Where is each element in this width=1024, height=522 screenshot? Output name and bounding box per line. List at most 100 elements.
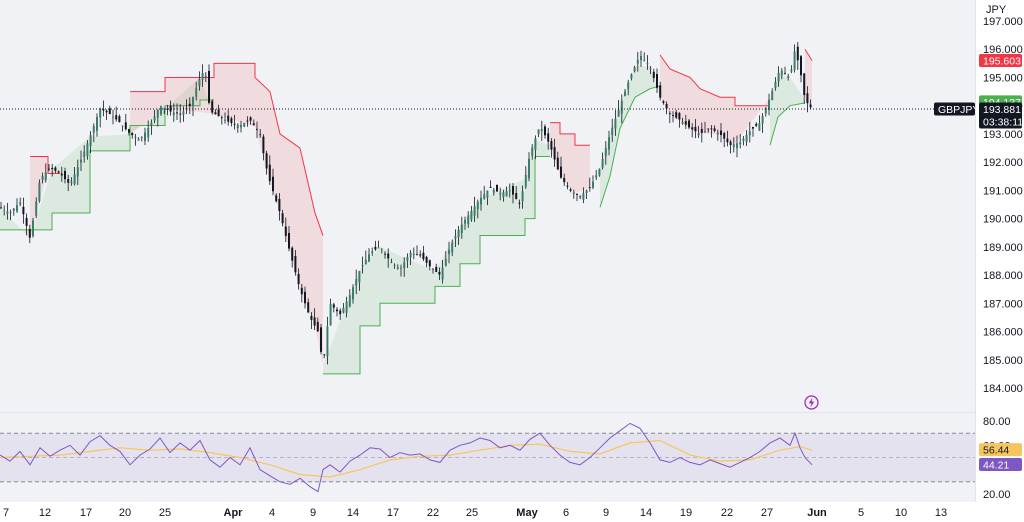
time-tick-label: Jun: [807, 507, 827, 519]
candle-body: [192, 97, 194, 107]
candle-body: [44, 172, 47, 181]
candle-body: [32, 220, 34, 236]
price-tick-label: 197.000: [983, 16, 1023, 28]
candle-body: [588, 187, 591, 188]
candle-body: [249, 117, 252, 121]
candle-body: [547, 133, 550, 142]
candle-body: [236, 124, 239, 129]
candle-body: [374, 246, 377, 250]
last-price-tag: [979, 102, 1022, 129]
candle-body: [585, 190, 588, 194]
candle-body: [262, 136, 265, 154]
candle-body: [515, 192, 518, 200]
price-tick-label: 184.000: [983, 383, 1023, 395]
candle-body: [665, 103, 668, 109]
lightning-icon[interactable]: [804, 395, 819, 410]
candle-body: [304, 291, 306, 304]
rsi-ma-tag: [979, 443, 1022, 457]
candle-body: [736, 143, 738, 149]
candle-body: [38, 182, 41, 202]
rsi-ma-line: [0, 439, 813, 478]
candle-body: [153, 116, 156, 121]
candle-body: [166, 108, 169, 110]
time-tick-label: 14: [347, 507, 359, 519]
candle-body: [70, 181, 73, 184]
candle-body: [368, 254, 370, 262]
candle-body: [316, 321, 319, 332]
candle-body: [332, 304, 335, 308]
time-tick-label: 13: [935, 507, 947, 519]
candle-body: [617, 109, 620, 117]
candle-body: [576, 194, 578, 195]
candle-body: [144, 132, 146, 141]
candle-body: [524, 175, 527, 187]
candle-body: [755, 123, 758, 126]
price-tick-label: 191.000: [983, 185, 1023, 197]
candle-body: [92, 126, 95, 133]
candle-body: [422, 252, 425, 260]
candle-body: [156, 110, 159, 118]
time-tick-label: 6: [563, 507, 569, 519]
candle-body: [134, 136, 137, 138]
candle-body: [748, 131, 751, 136]
candle-body: [716, 132, 719, 135]
candle-body: [195, 88, 198, 97]
candle-body: [752, 127, 754, 129]
candle-body: [323, 354, 326, 356]
time-tick-label: 9: [310, 507, 316, 519]
stop-fill-1: [30, 156, 60, 239]
candle-body: [806, 93, 809, 104]
candle-body: [364, 259, 367, 265]
stop-line-3: [323, 156, 550, 375]
candle-body: [211, 101, 214, 113]
candle-body: [643, 59, 646, 61]
candle-body: [201, 73, 204, 80]
candle-body: [480, 197, 482, 205]
candle-body: [720, 130, 722, 136]
candle-body: [761, 116, 764, 124]
candle-body: [652, 71, 655, 78]
candle-body: [723, 133, 726, 139]
candle-body: [678, 112, 681, 120]
candle-body: [105, 110, 108, 113]
candle-body: [508, 190, 511, 192]
candle-body: [566, 185, 569, 187]
candle-body: [457, 229, 460, 238]
candle-body: [704, 131, 706, 132]
candle-body: [451, 242, 454, 253]
candle-body: [601, 158, 604, 168]
candle-body: [19, 202, 22, 205]
symbol-label: GBPJPY: [938, 104, 979, 116]
price-tick-label: 195.000: [983, 72, 1023, 84]
candle-body: [620, 100, 623, 114]
candle-body: [502, 192, 505, 197]
time-tick-label: Apr: [224, 507, 244, 519]
candle-body: [147, 127, 150, 138]
time-tick-label: May: [516, 507, 538, 519]
candle-body: [780, 70, 783, 76]
stop-lines: [0, 48, 813, 375]
candle-body: [713, 128, 716, 131]
candle-body: [140, 137, 143, 138]
candle-body: [464, 220, 466, 224]
candle-body: [227, 115, 230, 122]
candle-body: [470, 210, 473, 220]
candle-body: [297, 273, 300, 285]
candle-body: [300, 287, 303, 295]
candle-body: [89, 135, 92, 147]
price-tick-label: 188.000: [983, 270, 1023, 282]
candle-body: [51, 167, 54, 170]
stop-fill-6: [660, 54, 770, 144]
candle-body: [416, 253, 418, 255]
candle-body: [499, 193, 502, 195]
price-tick-label: 193.000: [983, 129, 1023, 141]
candle-body: [438, 271, 441, 275]
candle-body: [595, 175, 598, 178]
candle-body: [204, 75, 207, 78]
candle-body: [707, 128, 710, 130]
candle-body: [419, 254, 422, 256]
candle-body: [633, 67, 636, 72]
candle-body: [800, 56, 802, 76]
candle-body: [294, 256, 297, 273]
